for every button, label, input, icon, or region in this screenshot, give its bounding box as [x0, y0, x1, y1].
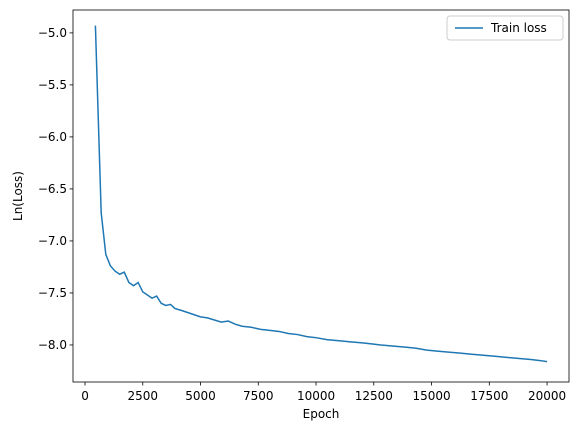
- x-tick-label: 10000: [297, 389, 335, 403]
- line: [94, 25, 548, 363]
- y-tick-label: −6.5: [38, 182, 67, 196]
- x-tick-label: 0: [81, 389, 89, 403]
- y-tick-label: −8.0: [38, 338, 67, 352]
- x-tick-label: 7500: [243, 389, 274, 403]
- y-tick-label: −5.5: [38, 78, 67, 92]
- x-tick-label: 12500: [355, 389, 393, 403]
- y-tick-label: −5.0: [38, 26, 67, 40]
- x-tick-label: 15000: [412, 389, 450, 403]
- x-tick-label: 20000: [528, 389, 566, 403]
- y-tick-label: −7.0: [38, 234, 67, 248]
- axes-frame: [72, 9, 570, 383]
- y-axis-label: Ln(Loss): [11, 171, 25, 221]
- x-tick-label: 5000: [185, 389, 216, 403]
- y-tick-label: −7.5: [38, 286, 67, 300]
- x-tick-label: 2500: [127, 389, 158, 403]
- y-tick-label: −6.0: [38, 130, 67, 144]
- legend-box: [446, 15, 564, 41]
- x-axis-label: Epoch: [303, 407, 340, 421]
- x-tick-label: 17500: [470, 389, 508, 403]
- legend-label: Train loss: [490, 21, 547, 35]
